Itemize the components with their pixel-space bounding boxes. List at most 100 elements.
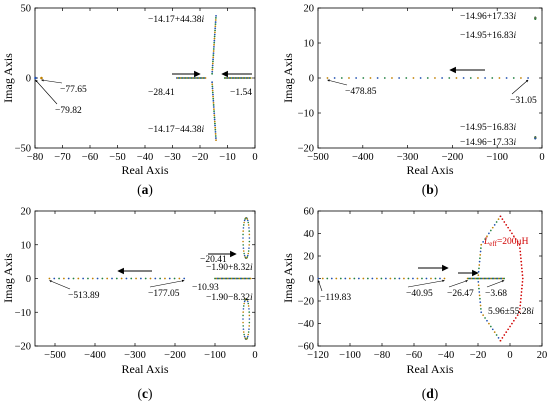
panel-b-xtick-label: −200 xyxy=(442,152,464,163)
panel-d-locus-point xyxy=(475,277,478,280)
panel-c-locus-point xyxy=(221,277,224,280)
panel-b-annotation-leader xyxy=(511,79,529,95)
panel-d-locus-point xyxy=(479,277,482,280)
panel-b-marks xyxy=(326,16,537,140)
panel-a-locus-point xyxy=(212,58,214,61)
panel-d-locus-curve-point xyxy=(486,235,488,238)
panel-c-xtick-label: −400 xyxy=(84,350,106,361)
panel-d-locus-curve-point xyxy=(520,260,523,263)
panel-c-annotation-leader xyxy=(49,280,71,290)
panel-d-locus-point xyxy=(393,277,396,280)
panel-d-locus-curve-point xyxy=(518,311,521,314)
panel-c-locus-loop-point xyxy=(242,247,245,249)
panel-a-plot-area xyxy=(34,7,256,149)
panel-d-locus-curve-point xyxy=(507,328,509,331)
panel-d-locus-curve-point xyxy=(520,291,523,293)
panel-d-label: (d) xyxy=(422,386,439,401)
panel-c-ytick-label: −20 xyxy=(15,342,31,353)
panel-d-locus-point xyxy=(487,277,490,280)
panel-c-locus-loop-point xyxy=(248,230,251,232)
panel-b-locus-point xyxy=(383,77,386,79)
panel-d-annotation: −3.68 xyxy=(485,289,507,299)
panel-c-locus-point xyxy=(164,277,166,280)
panel-c-locus-loop-point xyxy=(242,230,244,232)
panel-d-locus-curve-point xyxy=(488,322,490,325)
panel-c-locus-loop-point xyxy=(243,333,245,336)
panel-d-annotations: −119.83 −40.95 −26.47 −3.68 5.96±55.28i Leff=… xyxy=(317,237,534,317)
panel-c-locus-point xyxy=(224,277,227,280)
panel-a-locus-point xyxy=(213,33,216,36)
panel-c-locus-loop-point xyxy=(242,328,245,330)
panel-c-locus-point xyxy=(235,277,238,280)
panel-b-ytick-label: 20 xyxy=(304,4,315,15)
panel-d-locus-curve-point xyxy=(513,235,515,238)
panel-a-locus-point xyxy=(211,70,214,73)
panel-b-locus-point xyxy=(362,77,365,79)
panel-c-label: (c) xyxy=(138,386,153,401)
panel-b-annotation-leader xyxy=(327,79,348,86)
panel-b-locus-point xyxy=(348,77,350,79)
panel-c-locus-point xyxy=(106,277,109,280)
panel-c-ytick-label: 20 xyxy=(21,207,32,218)
panel-c-annotation: −1.90+8.32i xyxy=(206,263,253,273)
panel-c-locus-loop-point xyxy=(242,227,245,229)
panel-c-locus-point xyxy=(223,277,225,280)
panel-d-locus-point xyxy=(339,277,342,280)
panel-d-locus-point xyxy=(326,277,329,280)
panel-b-annotation: −14.96−17.33i xyxy=(460,138,516,148)
panel-a-label: (a) xyxy=(137,182,153,197)
panel-d-locus-curve-point xyxy=(520,294,523,297)
panel-c-locus-loop-point xyxy=(247,250,250,252)
panel-a-xtick-label: −70 xyxy=(54,152,70,163)
panel-b-locus-point xyxy=(412,77,415,79)
panel-c-locus-point xyxy=(229,277,232,280)
panel-a-locus-point xyxy=(214,130,217,133)
panel-a-locus-point xyxy=(215,139,217,142)
panel-c-locus-point xyxy=(238,277,241,280)
panel-a-annotation-leader xyxy=(35,79,58,105)
panel-a-locus-point xyxy=(214,19,217,21)
panel-a-annotation: −1.54 xyxy=(230,88,252,98)
panel-a-pole-point xyxy=(34,76,37,80)
panel-c-xtick-label: 0 xyxy=(252,350,257,361)
panel-c-ytick-label: 10 xyxy=(21,240,32,251)
panel-a-locus-point xyxy=(213,43,215,46)
panel-d-locus-curve-point xyxy=(488,232,490,235)
panel-a-locus-point xyxy=(214,124,216,127)
panel-d-locus-curve-point xyxy=(521,277,524,280)
panel-a-locus-point xyxy=(214,21,217,23)
panel-b-annotation: −31.05 xyxy=(510,96,537,106)
panel-c-locus-point xyxy=(91,277,94,280)
panel-d-locus-curve-point xyxy=(511,322,513,325)
panel-a-locus-point xyxy=(214,135,217,137)
panel-b-label: (b) xyxy=(422,182,439,197)
panel-b-locus-point xyxy=(398,77,401,79)
panel-d-locus-curve-point xyxy=(513,319,515,322)
panel-a-locus-point xyxy=(213,41,216,44)
panel-d-locus-curve-point xyxy=(479,257,481,260)
panel-c-locus-loop-point xyxy=(242,237,244,239)
panel-d-locus-curve-point xyxy=(477,284,480,287)
panel-c-locus-point xyxy=(233,277,235,280)
panel-b-annotations: −14.96+17.33i −14.95+16.83i −478.85 −31.05 −… xyxy=(327,12,537,148)
panel-d-ytick-label: 60 xyxy=(304,207,315,218)
panel-d-locus-curve-point xyxy=(520,257,522,260)
panel-c-locus-loop-point xyxy=(242,321,244,324)
panel-c-locus-loop-point xyxy=(242,233,244,236)
panel-c-locus-loop-point xyxy=(243,335,246,338)
panel-c-locus-point xyxy=(178,277,181,280)
panel-c-locus-loop-point xyxy=(248,227,250,229)
panel-d-locus-curve-point xyxy=(505,223,508,226)
panel-d-locus-point xyxy=(468,277,470,280)
panel-d-locus-curve-point xyxy=(516,241,519,243)
panel-c-locus-point xyxy=(149,277,152,280)
panel-d-locus-point xyxy=(380,277,383,280)
panel-d-locus-curve-point xyxy=(520,297,522,300)
panel-c-locus-loop-point xyxy=(248,318,251,320)
panel-d-locus-point xyxy=(416,277,419,280)
panel-d-locus-curve-point xyxy=(478,264,481,266)
panel-c-locus-loop-point xyxy=(242,308,245,310)
panel-d-locus-curve-point xyxy=(480,243,483,246)
